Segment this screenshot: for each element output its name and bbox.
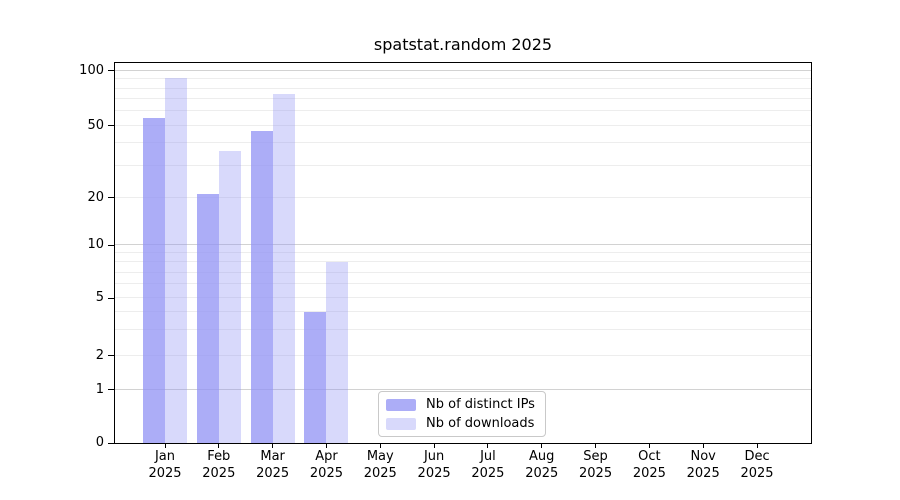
x-tick-jan bbox=[164, 443, 166, 448]
gridline-100 bbox=[115, 69, 811, 71]
x-tick-sep bbox=[595, 443, 597, 448]
x-tick-label-feb-2025: Feb 2025 bbox=[202, 449, 236, 481]
bar-jan-nb-of-distinct-ips bbox=[143, 118, 165, 443]
gridline-4 bbox=[115, 311, 811, 313]
y-tick-label-0: 0 bbox=[95, 435, 104, 450]
y-tick-0 bbox=[108, 442, 114, 444]
legend-label-downloads: Nb of downloads bbox=[426, 416, 535, 431]
bar-feb-nb-of-distinct-ips bbox=[196, 193, 219, 443]
x-tick-mar bbox=[272, 443, 274, 448]
y-tick-1 bbox=[108, 389, 114, 391]
gridline-40 bbox=[115, 142, 811, 144]
x-tick-label-oct-2025: Oct 2025 bbox=[632, 449, 666, 481]
gridline-2 bbox=[115, 354, 811, 356]
x-tick-feb bbox=[218, 443, 220, 448]
x-tick-label-jun-2025: Jun 2025 bbox=[417, 449, 451, 481]
x-tick-oct bbox=[648, 443, 650, 448]
x-tick-label-sep-2025: Sep 2025 bbox=[579, 449, 613, 481]
x-tick-aug bbox=[541, 443, 543, 448]
gridline-30 bbox=[115, 164, 811, 166]
y-tick-label-50: 50 bbox=[87, 117, 104, 133]
gridline-10 bbox=[115, 244, 811, 246]
x-tick-jul bbox=[487, 443, 489, 448]
y-tick-label-20: 20 bbox=[87, 189, 104, 205]
gridline-7 bbox=[115, 271, 811, 273]
chart-title: spatstat.random 2025 bbox=[373, 35, 553, 54]
y-tick-2 bbox=[108, 355, 114, 357]
x-tick-apr bbox=[325, 443, 327, 448]
legend: Nb of distinct IPs Nb of downloads bbox=[378, 391, 546, 437]
bar-apr-nb-of-downloads bbox=[326, 262, 349, 443]
legend-item-distinct-ips: Nb of distinct IPs bbox=[386, 397, 545, 412]
y-tick-10 bbox=[108, 244, 114, 246]
y-tick-100 bbox=[108, 70, 114, 72]
y-tick-label-2: 2 bbox=[95, 347, 104, 363]
x-tick-label-mar-2025: Mar 2025 bbox=[256, 449, 290, 481]
legend-swatch-downloads bbox=[386, 417, 416, 430]
x-tick-label-jul-2025: Jul 2025 bbox=[471, 449, 505, 481]
gridline-9 bbox=[115, 252, 811, 254]
gridline-70 bbox=[115, 98, 811, 100]
x-tick-label-aug-2025: Aug 2025 bbox=[525, 449, 559, 481]
legend-item-downloads: Nb of downloads bbox=[386, 416, 545, 431]
y-tick-label-1: 1 bbox=[95, 381, 104, 397]
x-tick-nov bbox=[702, 443, 704, 448]
x-tick-dec bbox=[756, 443, 758, 448]
x-tick-label-dec-2025: Dec 2025 bbox=[740, 449, 774, 481]
x-tick-jun bbox=[433, 443, 435, 448]
gridline-80 bbox=[115, 87, 811, 89]
y-tick-5 bbox=[108, 297, 114, 299]
x-tick-label-apr-2025: Apr 2025 bbox=[309, 449, 343, 481]
y-tick-label-100: 100 bbox=[79, 62, 104, 78]
y-tick-20 bbox=[108, 197, 114, 199]
gridline-90 bbox=[115, 78, 811, 80]
gridline-60 bbox=[115, 110, 811, 112]
plot-area: Nb of distinct IPs Nb of downloads bbox=[114, 62, 812, 444]
x-tick-label-jan-2025: Jan 2025 bbox=[148, 449, 182, 481]
gridline-20 bbox=[115, 196, 811, 198]
x-tick-label-may-2025: May 2025 bbox=[363, 449, 397, 481]
gridline-8 bbox=[115, 261, 811, 263]
bar-apr-nb-of-distinct-ips bbox=[304, 312, 327, 443]
legend-label-distinct-ips: Nb of distinct IPs bbox=[426, 397, 535, 412]
y-tick-label-10: 10 bbox=[87, 237, 104, 253]
gridline-1 bbox=[115, 388, 811, 390]
bar-mar-nb-of-downloads bbox=[272, 93, 295, 443]
bar-jan-nb-of-downloads bbox=[165, 78, 187, 443]
y-tick-label-5: 5 bbox=[95, 290, 104, 306]
bar-feb-nb-of-downloads bbox=[218, 151, 241, 443]
gridline-50 bbox=[115, 124, 811, 126]
x-tick-may bbox=[379, 443, 381, 448]
y-tick-50 bbox=[108, 125, 114, 127]
gridline-5 bbox=[115, 297, 811, 299]
legend-swatch-distinct-ips bbox=[386, 398, 416, 411]
x-tick-label-nov-2025: Nov 2025 bbox=[686, 449, 720, 481]
gridline-3 bbox=[115, 329, 811, 331]
bar-mar-nb-of-distinct-ips bbox=[250, 130, 273, 443]
gridline-6 bbox=[115, 283, 811, 285]
